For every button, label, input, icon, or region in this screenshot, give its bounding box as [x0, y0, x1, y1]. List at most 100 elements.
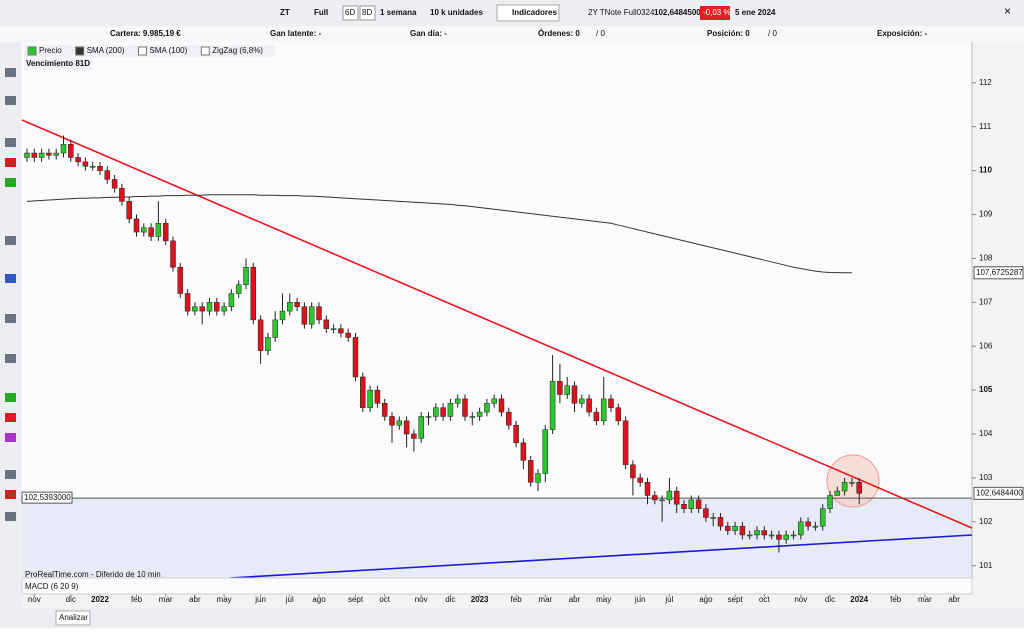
candle-body [265, 337, 271, 351]
range-b[interactable]: 8D [362, 8, 372, 17]
candle-body [586, 398, 592, 413]
x-tick-label: dic [66, 595, 76, 604]
sma-line [26, 194, 852, 274]
level-label: 102,5393000 [24, 493, 71, 502]
candle-body [330, 328, 337, 330]
x-tick-label: abr [189, 595, 201, 604]
x-tick-label: oct [759, 595, 770, 604]
btn[interactable] [342, 5, 359, 21]
candle-body [856, 482, 862, 494]
x-tick-label: dic [825, 595, 835, 604]
indicators[interactable]: Indicadores [512, 8, 557, 17]
macd: MACD (6 20 9) [25, 582, 79, 591]
candle-body [527, 460, 534, 483]
price: 102,6484500 [654, 8, 701, 17]
candle-body [24, 152, 30, 158]
x-tick-label: nov [794, 595, 807, 604]
legend-bg [24, 45, 274, 57]
candle-body [381, 403, 388, 417]
candle-body [593, 411, 600, 422]
cartera: Cartera: 9.985,19 € [110, 29, 181, 38]
candle-body [725, 525, 731, 531]
candle-body [396, 420, 403, 426]
candle-body [206, 302, 213, 312]
legend-item: SMA (100) [149, 46, 187, 55]
candle-body [89, 165, 96, 168]
candle-body [360, 376, 366, 408]
candle-body [228, 293, 235, 307]
x-tick-label: abr [948, 595, 960, 604]
candle-body [622, 420, 629, 465]
y-tick-label: 105 [979, 385, 993, 394]
candle-body [235, 284, 242, 294]
candle-body [60, 144, 67, 154]
candle-body [257, 319, 264, 351]
legend-item: SMA (200) [87, 46, 125, 55]
close-button[interactable]: × [1004, 4, 1011, 18]
candle-body [155, 223, 162, 237]
mode[interactable]: Full [314, 8, 328, 17]
macd-pane [21, 577, 973, 595]
candle-body [579, 398, 585, 404]
candle-body [352, 337, 359, 378]
candle-body [630, 464, 636, 479]
size[interactable]: 10 k unidades [430, 8, 483, 17]
candle-body [287, 302, 293, 312]
candle-body [119, 187, 125, 202]
candle-body [374, 389, 381, 404]
candle-body [805, 521, 811, 527]
candle-body [710, 517, 716, 519]
tool-icons [5, 68, 16, 521]
candle-body [104, 170, 111, 180]
candle-body [644, 482, 651, 496]
candle-body [162, 223, 169, 242]
exposicion: Exposición: - [877, 29, 928, 38]
period[interactable]: 1 semana [380, 8, 417, 17]
candle-body [849, 482, 855, 484]
date: 5 ene 2024 [735, 8, 776, 17]
price-tag [973, 486, 1024, 500]
x-tick-label: jun [634, 595, 646, 604]
candle-body [323, 319, 330, 329]
candle-body [564, 385, 570, 395]
candle-body [652, 495, 658, 501]
x-tick-label: 2022 [91, 595, 109, 604]
candle-body [761, 530, 768, 536]
candle-body [75, 157, 81, 163]
candle-body [608, 398, 614, 408]
candle-body [812, 525, 819, 528]
analyze-button[interactable] [55, 610, 91, 626]
candle-body [199, 306, 205, 312]
symbol[interactable]: ZT [280, 8, 290, 17]
candle-body [184, 293, 191, 312]
candle-body [221, 306, 227, 312]
x-tick-label: jul [664, 595, 673, 604]
change-bg [700, 6, 730, 20]
x-tick-label: jul [285, 595, 294, 604]
candle-body [746, 534, 753, 537]
gan-latente: Gan latente: - [270, 29, 321, 38]
x-tick-label: nov [415, 595, 428, 604]
candle-body [469, 416, 476, 418]
x-tick-label: may [217, 595, 232, 604]
candle-body [170, 240, 176, 268]
legend: Precio SMA (200) SMA (100) ZigZag (6,8%) [27, 46, 263, 56]
x-tick-label: feb [890, 595, 902, 604]
legend-item: ZigZag (6,8%) [212, 46, 263, 55]
x-tick-label: dic [445, 595, 455, 604]
analyze-label[interactable]: Analizar [59, 613, 88, 622]
lower-shade [22, 498, 972, 578]
candle-body [754, 530, 760, 536]
x-tick-label: sept [348, 595, 364, 604]
x-tick-label: ago [699, 595, 713, 604]
x-tick-label: may [596, 595, 611, 604]
candle-body [600, 398, 607, 422]
range-a[interactable]: 6D [345, 8, 355, 17]
candle-body [798, 521, 804, 536]
resistance-line [21, 119, 973, 529]
plot-bg [22, 42, 972, 578]
candle-body [31, 152, 38, 158]
candle-body [776, 534, 782, 540]
btn[interactable] [496, 4, 560, 22]
btn[interactable] [359, 5, 376, 21]
